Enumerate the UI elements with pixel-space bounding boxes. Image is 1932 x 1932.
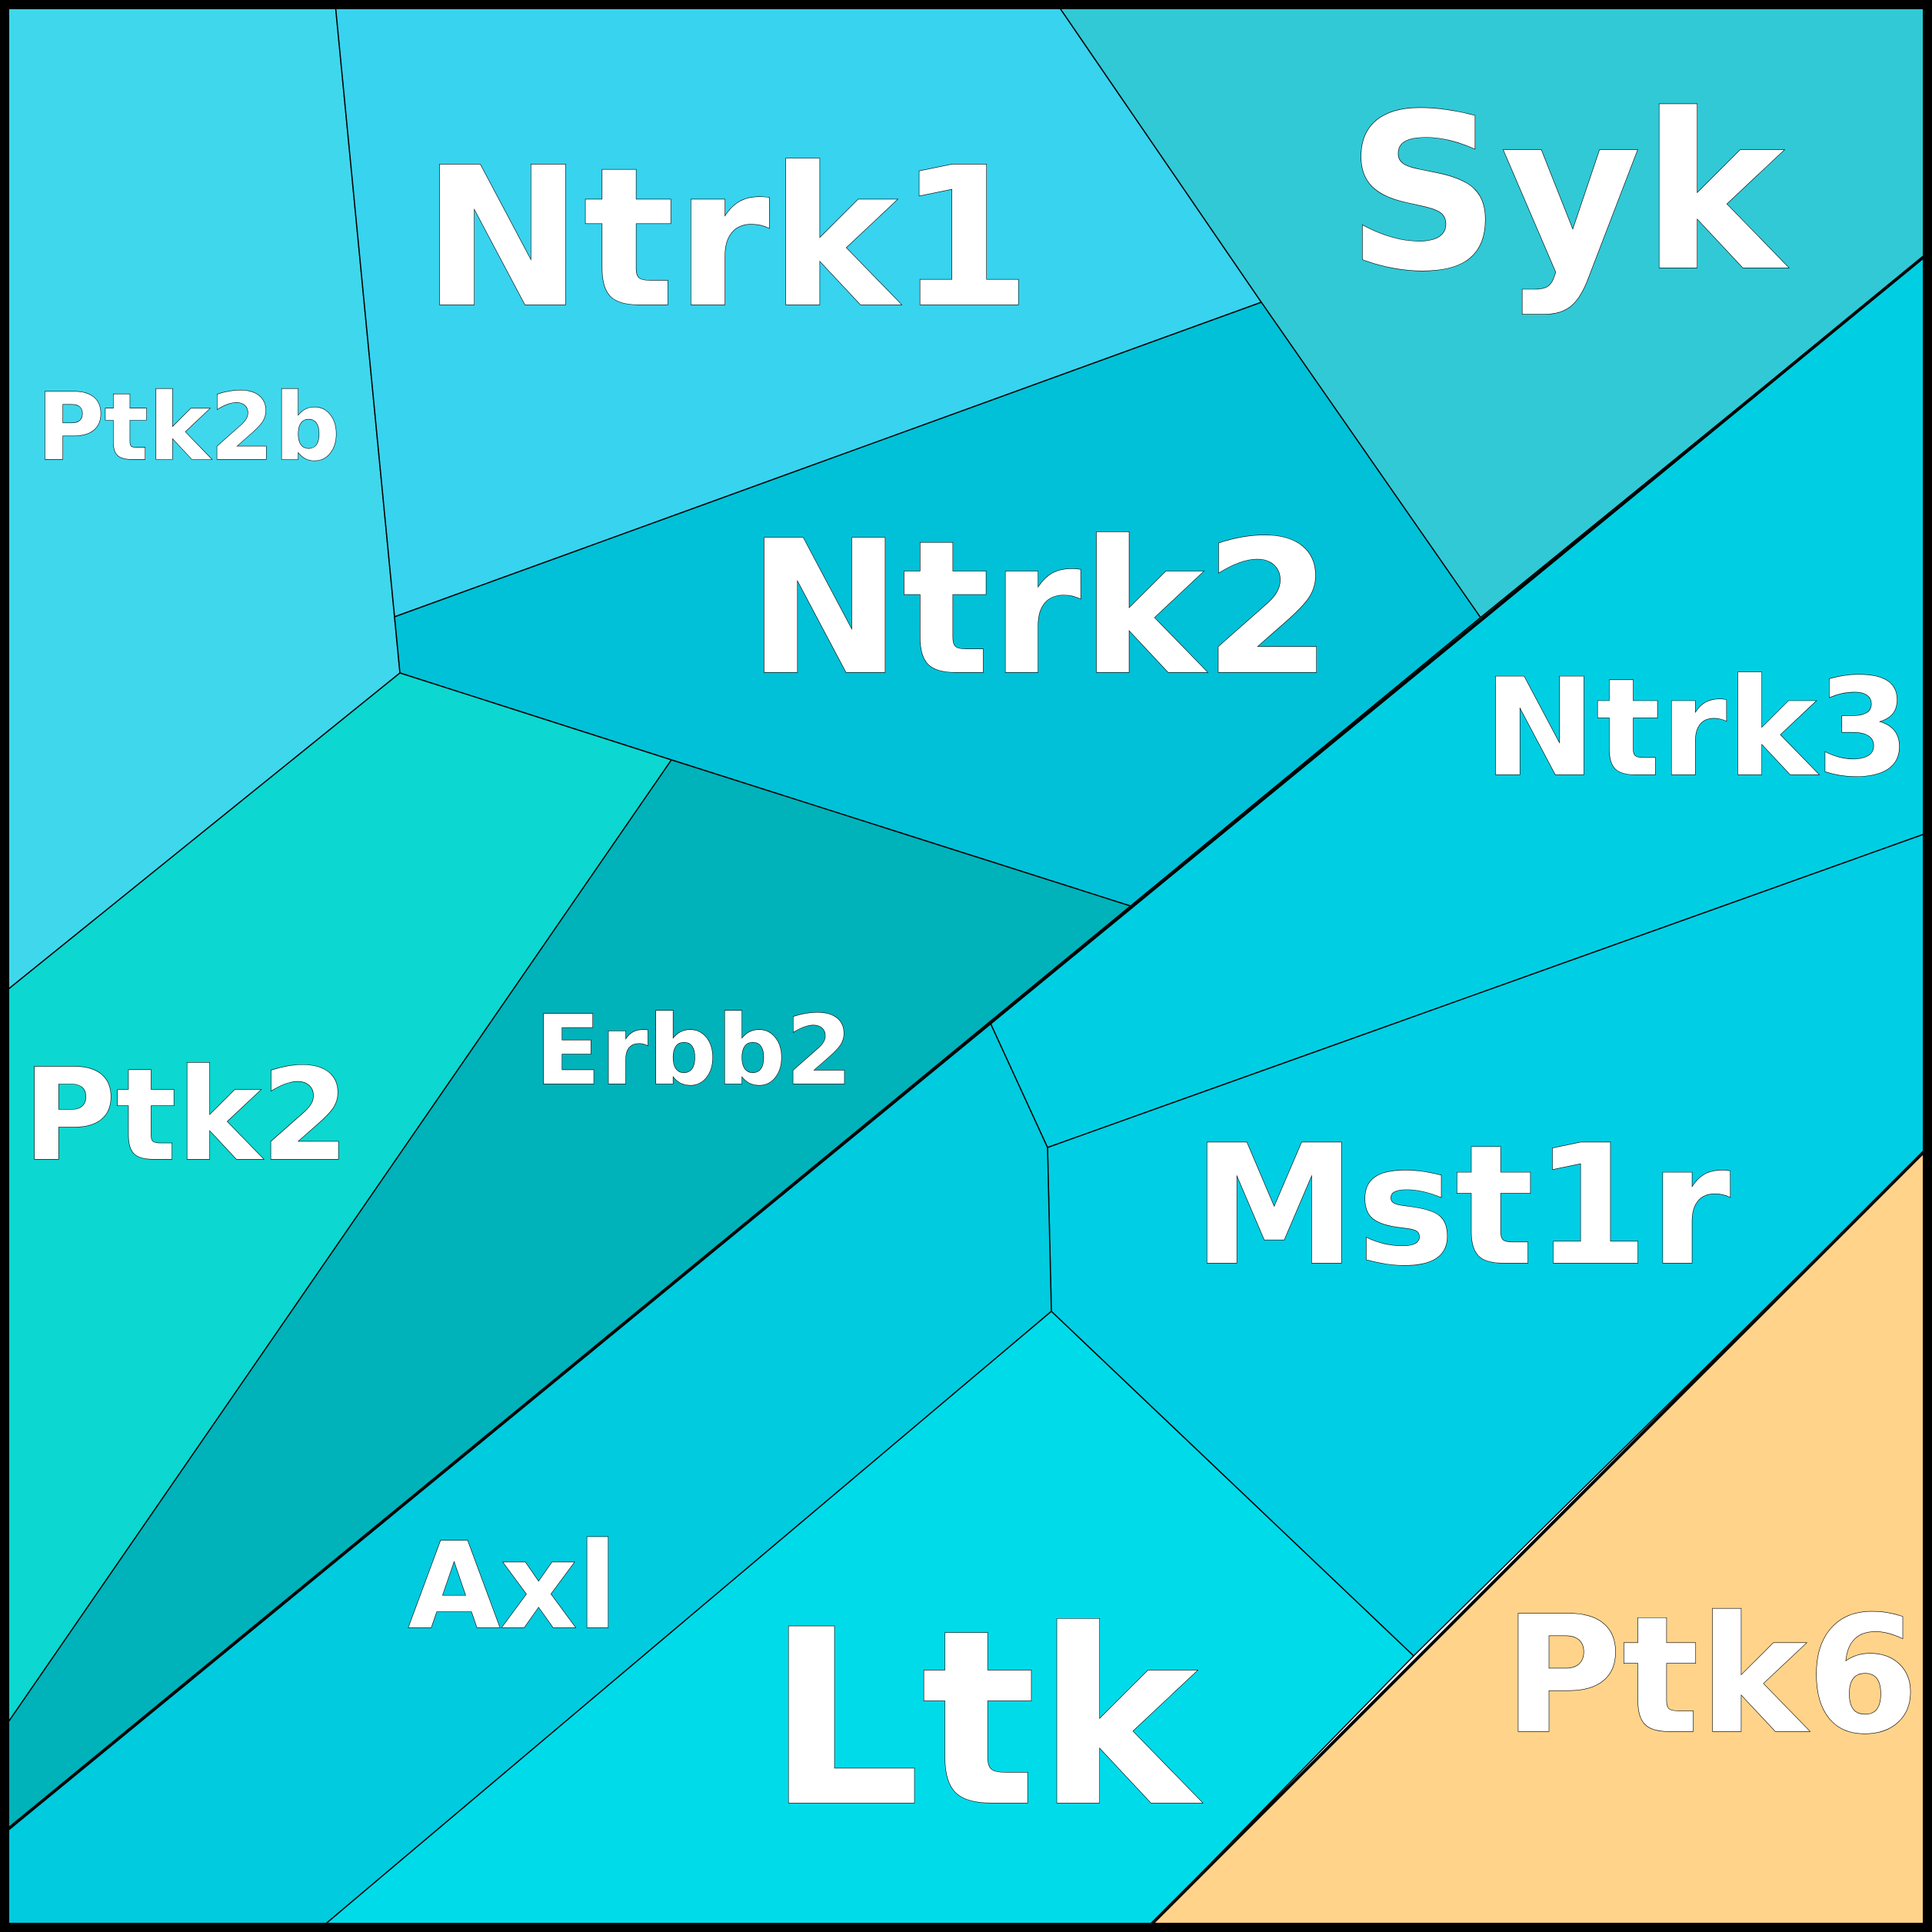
label-erbb2: Erbb2 (535, 995, 853, 1107)
label-ltk: Ltk (767, 1579, 1204, 1860)
label-ptk2: Ptk2 (23, 1041, 349, 1189)
label-ptk2b: Ptk2b (37, 375, 341, 481)
label-ntrk2: Ntrk2 (748, 501, 1333, 716)
label-axl: Axl (408, 1517, 618, 1656)
label-syk: Syk (1346, 68, 1790, 319)
group-boundary-upper (3, 252, 1929, 1834)
group-boundary-lower (1147, 1147, 1929, 1929)
label-ntrk1: Ntrk1 (422, 126, 1031, 350)
label-ptk6: Ptk6 (1504, 1581, 1919, 1770)
label-ntrk3: Ntrk3 (1484, 651, 1910, 807)
label-mst1r: Mst1r (1192, 1109, 1730, 1302)
